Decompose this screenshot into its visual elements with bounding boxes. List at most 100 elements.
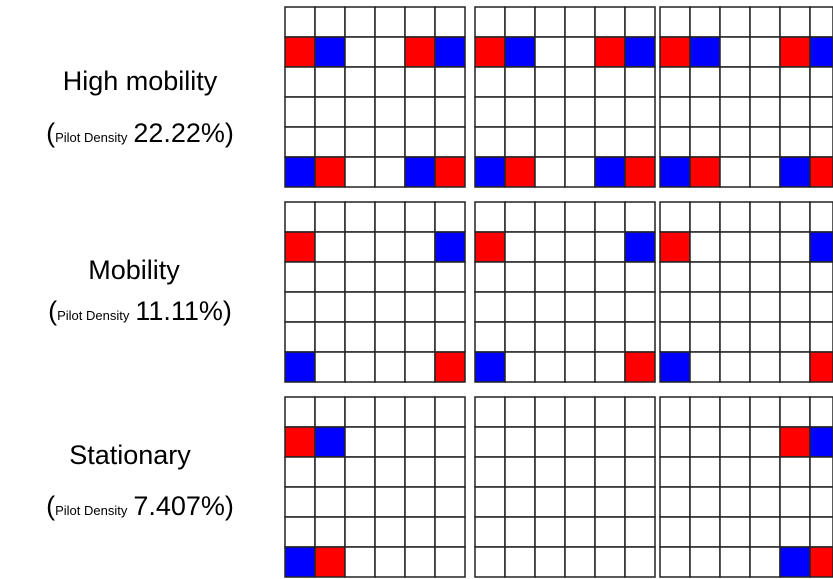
grid-cell: [564, 456, 596, 488]
grid-cell: [314, 126, 346, 158]
grid-cell: [624, 546, 656, 578]
grid-cell: [594, 201, 626, 233]
grid-cell: [689, 261, 721, 293]
grid-cell: [659, 156, 691, 188]
grid-cell: [434, 36, 466, 68]
grid-cell: [534, 126, 566, 158]
grid-cell: [534, 486, 566, 518]
grid-cell: [809, 96, 833, 128]
grid-cell: [689, 126, 721, 158]
grid-cell: [504, 66, 536, 98]
grid-cell: [689, 396, 721, 428]
grid-cell: [284, 516, 316, 548]
grid-cell: [374, 156, 406, 188]
grid-cell: [314, 546, 346, 578]
grid-cell: [594, 156, 626, 188]
grid-cell: [689, 156, 721, 188]
grid-cell: [749, 456, 781, 488]
grid-cell: [624, 66, 656, 98]
grid-cell: [564, 231, 596, 263]
grid-cell: [564, 396, 596, 428]
grid-cell: [474, 96, 506, 128]
grid-cell: [404, 516, 436, 548]
grid-cell: [344, 96, 376, 128]
grid-cell: [314, 261, 346, 293]
grid-cell: [434, 201, 466, 233]
grid-cell: [534, 426, 566, 458]
grid-cell: [594, 321, 626, 353]
grid-cell: [284, 36, 316, 68]
grid-cell: [689, 486, 721, 518]
grid-cell: [624, 321, 656, 353]
density-text: (Pilot Density 11.11%): [48, 296, 232, 326]
grid-cell: [749, 201, 781, 233]
grid-cell: [314, 321, 346, 353]
grid-cell: [474, 351, 506, 383]
grid-cell: [374, 321, 406, 353]
density-value: 7.407%: [133, 491, 225, 521]
grid-cell: [314, 291, 346, 323]
grid-cell: [779, 6, 811, 38]
grid-cell: [749, 546, 781, 578]
grid-cell: [719, 66, 751, 98]
grid-cell: [404, 231, 436, 263]
grid-cell: [809, 456, 833, 488]
grid-cell: [749, 66, 781, 98]
grid-cell: [624, 261, 656, 293]
grid-cell: [284, 6, 316, 38]
grid-cell: [374, 231, 406, 263]
grid-cell: [689, 546, 721, 578]
grid-cell: [314, 351, 346, 383]
grid-cell: [659, 261, 691, 293]
grid-cell: [284, 321, 316, 353]
grid-cell: [689, 6, 721, 38]
grid-cell: [594, 6, 626, 38]
grid-cell: [504, 486, 536, 518]
grid-cell: [474, 456, 506, 488]
grid-cell: [344, 456, 376, 488]
grid-cell: [344, 126, 376, 158]
grid-cell: [434, 426, 466, 458]
grid-cell: [594, 36, 626, 68]
grid-cell: [344, 156, 376, 188]
grid-cell: [314, 66, 346, 98]
grid-cell: [594, 396, 626, 428]
grid-cell: [534, 96, 566, 128]
grid-cell: [314, 201, 346, 233]
grid-cell: [344, 321, 376, 353]
grid-cell: [659, 546, 691, 578]
paren: ): [223, 296, 232, 326]
grid-cell: [594, 456, 626, 488]
grid-cell: [564, 96, 596, 128]
grid-cell: [719, 156, 751, 188]
grid-cell: [779, 126, 811, 158]
density-label: Pilot Density: [55, 503, 128, 518]
grid-cell: [624, 291, 656, 323]
grid-cell: [809, 66, 833, 98]
grid-cell: [534, 36, 566, 68]
grid-cell: [374, 486, 406, 518]
grid-cell: [474, 36, 506, 68]
pilot-grids: [284, 6, 833, 578]
row-labels: High mobility (Pilot Density 22.22%) Mobi…: [46, 66, 234, 521]
grid-cell: [749, 261, 781, 293]
grid-cell: [809, 486, 833, 518]
grid-cell: [624, 516, 656, 548]
grid-cell: [404, 156, 436, 188]
grid-cell: [474, 66, 506, 98]
grid-cell: [594, 66, 626, 98]
density-value: 11.11%: [135, 296, 223, 326]
grid-cell: [564, 321, 596, 353]
grid-cell: [779, 96, 811, 128]
grid-cell: [314, 516, 346, 548]
grid-cell: [809, 6, 833, 38]
grid-cell: [284, 486, 316, 518]
grid-cell: [564, 201, 596, 233]
paren: (: [46, 118, 55, 148]
grid-cell: [624, 351, 656, 383]
grid-cell: [689, 231, 721, 263]
grid-cell: [624, 426, 656, 458]
grid-cell: [779, 156, 811, 188]
grid-cell: [434, 291, 466, 323]
grid-cell: [689, 291, 721, 323]
